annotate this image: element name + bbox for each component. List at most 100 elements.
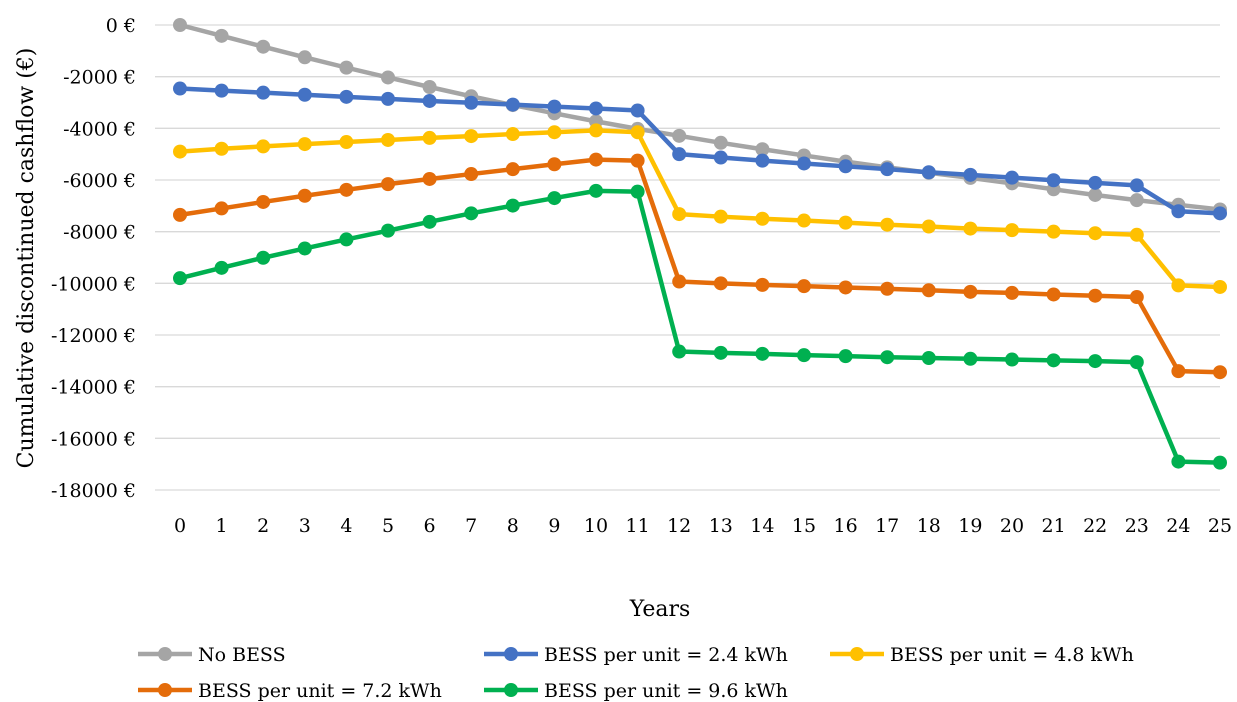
data-point (838, 159, 853, 174)
x-tick-label: 16 (834, 515, 858, 537)
data-point (713, 150, 728, 165)
data-point (173, 18, 187, 32)
data-point (422, 214, 437, 229)
data-point (797, 213, 811, 228)
data-point (672, 344, 687, 359)
data-point (713, 135, 728, 150)
y-tick-label: -4000 € (63, 118, 136, 140)
data-point (256, 85, 271, 100)
data-point (755, 277, 770, 292)
data-point (256, 139, 271, 154)
legend-label: BESS per unit = 7.2 kWh (198, 680, 442, 702)
x-tick-label: 19 (958, 515, 982, 537)
data-point (630, 184, 645, 199)
legend-label: BESS per unit = 2.4 kWh (544, 644, 788, 666)
data-point (1088, 175, 1103, 190)
y-axis-title: Cumulative discontinued cashflow (€) (14, 48, 39, 469)
data-point (381, 91, 395, 106)
data-point (1005, 223, 1019, 238)
data-point (1213, 365, 1227, 380)
legend-entry: BESS per unit = 4.8 kWh (830, 644, 1134, 666)
data-point (1171, 278, 1186, 293)
y-tick-label: -16000 € (51, 428, 136, 450)
data-point (589, 123, 603, 138)
data-point (1005, 170, 1019, 185)
data-point (464, 206, 479, 221)
data-point (547, 125, 562, 140)
data-point (1129, 178, 1144, 193)
data-point (1046, 287, 1061, 302)
data-point (963, 284, 978, 299)
legend-swatch-marker (158, 683, 172, 697)
x-axis-ticks: 0 1 2 3 4 5 6 7 8 9 10 11 12 13 14 15 16 17 18 19 20 21 22 23 24… (174, 515, 1232, 537)
legend-swatch-marker (850, 647, 864, 661)
data-point (214, 141, 229, 156)
y-tick-label: -2000 € (63, 67, 136, 89)
data-point (921, 165, 936, 180)
data-point (1171, 364, 1186, 379)
data-point (173, 81, 187, 96)
x-tick-label: 9 (548, 515, 560, 537)
x-tick-label: 5 (382, 515, 394, 537)
legend-entry: BESS per unit = 2.4 kWh (484, 644, 788, 666)
x-tick-label: 17 (875, 515, 899, 537)
data-point (297, 188, 312, 203)
data-point (339, 232, 354, 247)
data-point (921, 350, 936, 365)
data-point (838, 215, 853, 230)
data-point (547, 157, 562, 172)
data-point (505, 127, 520, 142)
data-point (464, 95, 479, 110)
y-tick-label: 0 € (106, 15, 136, 37)
data-point (921, 219, 936, 234)
x-tick-label: 20 (1000, 515, 1024, 537)
data-point (1088, 187, 1103, 202)
x-tick-label: 1 (216, 515, 228, 537)
data-point (1129, 290, 1144, 305)
data-point (505, 97, 520, 112)
y-tick-label: -12000 € (51, 325, 136, 347)
data-point (173, 271, 187, 286)
data-point (214, 28, 229, 43)
data-point (838, 349, 853, 364)
x-tick-label: 18 (917, 515, 941, 537)
data-point (422, 93, 437, 108)
data-point (672, 147, 687, 162)
x-tick-label: 15 (792, 515, 816, 537)
data-point (256, 194, 271, 209)
series (173, 81, 1227, 221)
legend-label: BESS per unit = 4.8 kWh (890, 644, 1134, 666)
series-line (179, 22, 1221, 212)
legend-entry: BESS per unit = 7.2 kWh (138, 680, 442, 702)
data-point (1005, 285, 1019, 300)
data-point (381, 132, 395, 147)
series (173, 152, 1227, 380)
series (173, 18, 1227, 217)
x-tick-label: 13 (709, 515, 733, 537)
data-point (797, 279, 811, 294)
legend-label: No BESS (198, 644, 286, 666)
x-tick-label: 4 (340, 515, 352, 537)
data-point (339, 182, 354, 197)
data-point (672, 128, 687, 143)
data-point (1046, 173, 1061, 188)
data-point (1129, 355, 1144, 370)
legend-swatch-marker (504, 683, 518, 697)
series-group (173, 18, 1227, 470)
data-point (1088, 288, 1103, 303)
data-point (921, 283, 936, 298)
data-point (1088, 354, 1103, 369)
x-tick-label: 2 (257, 515, 269, 537)
data-point (713, 209, 728, 224)
data-point (589, 101, 603, 116)
data-point (173, 207, 187, 222)
data-point (880, 350, 895, 365)
data-point (630, 153, 645, 168)
data-point (880, 281, 895, 296)
data-point (838, 280, 853, 295)
x-tick-label: 11 (626, 515, 650, 537)
y-tick-label: -6000 € (63, 170, 136, 192)
data-point (422, 80, 437, 94)
data-point (339, 89, 354, 104)
data-point (963, 351, 978, 366)
